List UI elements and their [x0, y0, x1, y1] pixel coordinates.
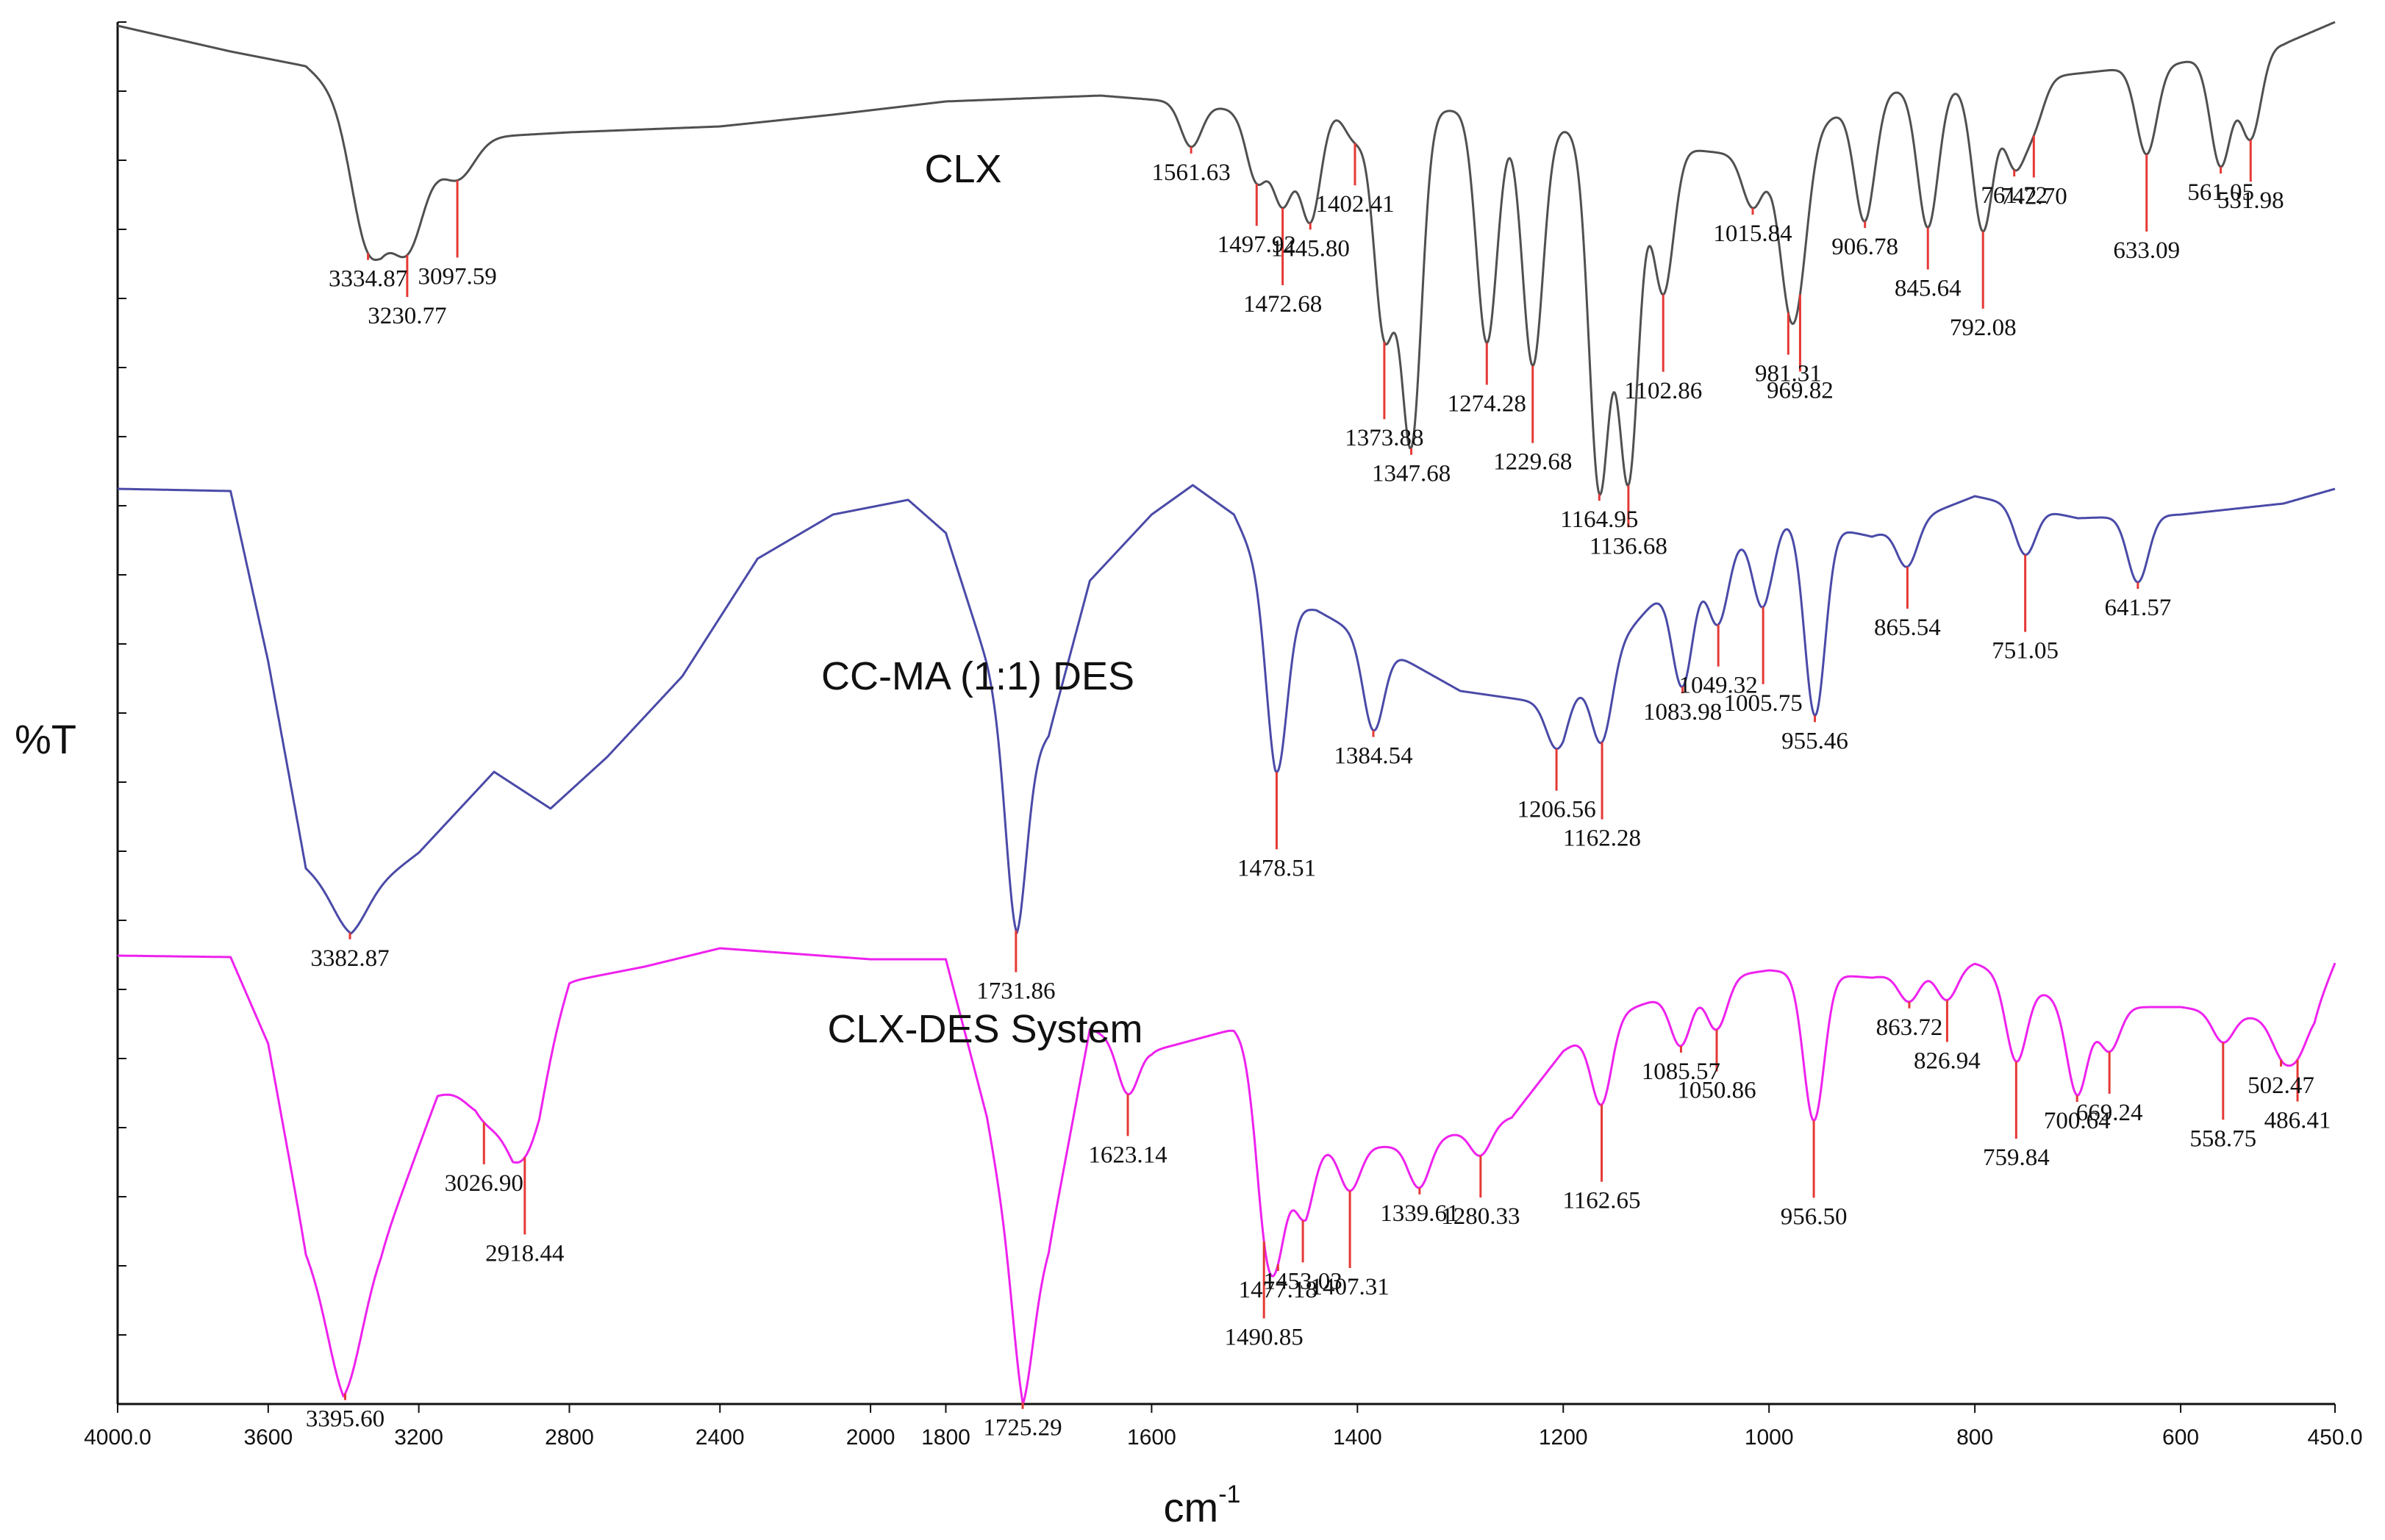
peak-label: 3382.87 [310, 945, 389, 972]
x-tick-label: 3600 [243, 1425, 293, 1450]
peak-label: 1561.63 [1151, 160, 1230, 186]
x-tick-label: 450.0 [2307, 1425, 2362, 1450]
x-tick-label: 2800 [545, 1425, 594, 1450]
peak-label: 1164.95 [1560, 506, 1638, 533]
peak-label: 1229.68 [1493, 449, 1572, 476]
x-tick-label: 1400 [1333, 1425, 1382, 1450]
series-label-ccma-des: CC-MA (1:1) DES [821, 654, 1134, 698]
peak-label: 558.75 [2189, 1125, 2256, 1152]
peak-label: 1453.03 [1263, 1268, 1342, 1294]
peak-label: 865.54 [1874, 615, 1941, 641]
peak-label: 792.08 [1950, 315, 2017, 341]
peak-label: 1102.86 [1624, 378, 1702, 404]
x-tick-label: 2400 [696, 1425, 745, 1450]
peak-label: 3097.59 [418, 263, 496, 290]
peak-label: 1497.92 [1217, 232, 1296, 258]
peak-label: 3230.77 [368, 303, 446, 329]
x-tick-label: 800 [1956, 1425, 1993, 1450]
x-axis-ticks: 4000.0 3600 3200 2800 2400 2000 1800 1600 1400 12… [84, 1404, 2363, 1450]
x-tick-label: 1200 [1539, 1425, 1588, 1450]
peak-label: 633.09 [2113, 237, 2180, 264]
peak-label: 669.24 [2076, 1100, 2143, 1126]
peak-label: 1083.98 [1643, 699, 1722, 726]
peak-label: 1085.57 [1642, 1059, 1720, 1085]
x-tick-label: 1600 [1127, 1425, 1176, 1450]
peak-marker-layer [343, 135, 2299, 1409]
peak-label: 1049.32 [1679, 673, 1758, 699]
peak-label: 1162.28 [1563, 825, 1641, 852]
peak-label: 1015.84 [1713, 221, 1792, 247]
x-tick-label: 1000 [1745, 1425, 1794, 1450]
peak-label: 759.84 [1983, 1145, 2050, 1171]
peak-label: 1623.14 [1088, 1142, 1167, 1168]
peak-label: 700.64 [2044, 1108, 2111, 1134]
peak-label: 845.64 [1895, 276, 1962, 302]
x-tick-label: 600 [2162, 1425, 2199, 1450]
peak-label: 641.57 [2104, 595, 2171, 621]
peak-label: 906.78 [1831, 234, 1898, 260]
series-label-clx: CLX [924, 147, 1001, 191]
peak-label: 1490.85 [1225, 1325, 1304, 1351]
peak-label: 1373.88 [1345, 425, 1423, 451]
peak-label: 1005.75 [1724, 690, 1803, 717]
peak-label: 502.47 [2248, 1072, 2314, 1099]
peak-label: 1402.41 [1315, 191, 1394, 218]
peak-label: 561.05 [2187, 179, 2254, 206]
peak-label: 1280.33 [1441, 1203, 1520, 1230]
peak-label: 761.72 [1981, 182, 2048, 209]
peak-label: 1274.28 [1448, 390, 1526, 417]
x-tick-label: 3200 [394, 1425, 443, 1450]
peak-label: 1725.29 [983, 1415, 1062, 1441]
peak-label: 1339.61 [1380, 1200, 1459, 1227]
axes: 4000.0 3600 3200 2800 2400 2000 1800 1600 1400 12… [84, 21, 2363, 1450]
peak-label: 751.05 [1992, 638, 2059, 665]
peak-label: 3026.90 [445, 1170, 523, 1197]
peak-label: 1136.68 [1590, 533, 1667, 559]
series-line-cc-ma-1-1-des [117, 484, 2336, 935]
peak-label: 863.72 [1876, 1014, 1943, 1041]
x-tick-label: 1800 [921, 1425, 970, 1450]
series-line-clx [117, 21, 2336, 496]
x-tick-label: 2000 [846, 1425, 895, 1450]
y-axis-ticks [118, 21, 126, 1405]
peak-label: 1445.80 [1271, 235, 1350, 262]
peak-label: 1731.86 [976, 978, 1055, 1005]
peak-label: 1472.68 [1243, 291, 1322, 318]
peak-label: 1407.31 [1310, 1274, 1389, 1300]
peak-label: 1384.54 [1334, 743, 1412, 770]
peak-label: 1477.18 [1239, 1277, 1317, 1303]
peak-label: 1206.56 [1517, 797, 1595, 823]
peak-label: 956.50 [1781, 1203, 1848, 1230]
peak-label: 486.41 [2264, 1107, 2331, 1133]
peak-label: 969.82 [1767, 378, 1834, 404]
series-layer [117, 21, 2336, 1405]
y-axis-title: %T [15, 716, 76, 762]
peak-label: 826.94 [1914, 1047, 1981, 1074]
x-axis-title-unit: cm [1164, 1484, 1219, 1530]
series-line-clx-des-system [117, 947, 2336, 1405]
peak-label-layer: 3334.87 3230.77 3097.59 1561.63 1497.92 1472.… [306, 160, 2331, 1441]
peak-label: 742.70 [2000, 183, 2067, 209]
x-tick-label: 4000.0 [84, 1425, 151, 1450]
x-axis-title-exponent: -1 [1218, 1480, 1240, 1508]
peak-label: 981.31 [1755, 361, 1822, 387]
series-label-clx-des-system: CLX-DES System [827, 1007, 1143, 1051]
peak-label: 1347.68 [1372, 461, 1451, 487]
peak-label: 3334.87 [329, 266, 407, 293]
peak-label: 955.46 [1781, 728, 1848, 754]
x-axis-title: cm-1 [1164, 1480, 1241, 1530]
peak-label: 1050.86 [1677, 1078, 1756, 1104]
peak-label: 531.98 [2217, 187, 2284, 214]
peak-label: 1162.65 [1563, 1188, 1641, 1214]
peak-label: 3395.60 [306, 1406, 385, 1433]
peak-label: 2918.44 [485, 1240, 564, 1267]
peak-label: 1478.51 [1237, 855, 1316, 881]
